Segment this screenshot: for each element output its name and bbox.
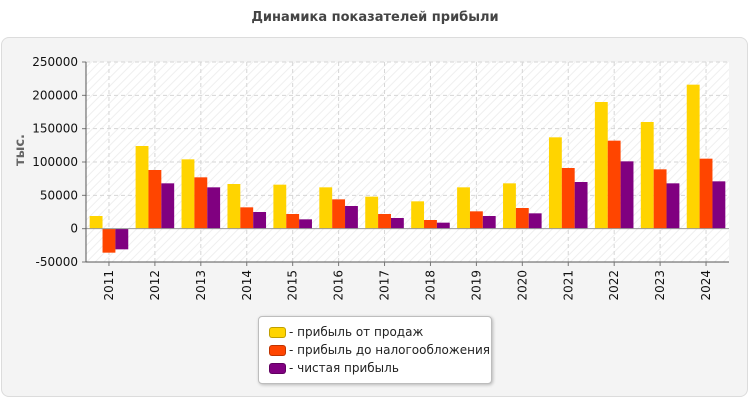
y-tick-label: 0 — [70, 222, 78, 236]
bar — [620, 161, 634, 229]
x-tick-label: 2020 — [515, 270, 529, 301]
bar — [528, 213, 542, 229]
legend-item: - чистая прибыль — [269, 360, 399, 376]
legend-label: - прибыль от продаж — [289, 325, 424, 339]
bar — [148, 170, 162, 229]
x-tick-label: 2012 — [148, 270, 162, 301]
bar — [102, 228, 116, 253]
bar — [411, 201, 425, 229]
bar — [253, 212, 267, 229]
bar — [436, 222, 450, 229]
x-tick-label: 2014 — [240, 270, 254, 301]
bar — [548, 137, 562, 229]
y-tick-label: 250000 — [32, 55, 78, 69]
bar — [299, 219, 312, 229]
y-tick-label: -50000 — [35, 255, 78, 269]
y-tick-label: 100000 — [32, 155, 78, 169]
bar — [574, 182, 588, 229]
bar — [161, 183, 175, 229]
bar — [378, 214, 391, 229]
bar — [365, 196, 379, 229]
bar — [194, 177, 208, 229]
x-tick-label: 2024 — [699, 270, 713, 301]
x-tick-label: 2019 — [469, 270, 483, 301]
bar — [594, 102, 608, 229]
bar — [115, 228, 129, 250]
y-axis-label: тыс. — [13, 134, 28, 166]
bar — [503, 183, 516, 229]
bar — [666, 183, 680, 229]
bar — [607, 140, 621, 229]
legend-swatch — [269, 344, 286, 356]
bar — [135, 146, 149, 229]
bar — [286, 214, 300, 229]
legend: - прибыль от продаж - прибыль до налогооб… — [258, 316, 492, 384]
chart-title: Динамика показателей прибыли — [251, 10, 499, 25]
bar — [686, 84, 700, 229]
x-tick-label: 2013 — [194, 270, 208, 301]
y-tick-label: 150000 — [32, 122, 78, 136]
bar — [699, 158, 713, 229]
bar — [653, 169, 667, 229]
bar — [319, 187, 333, 229]
x-tick-label: 2015 — [286, 270, 300, 301]
y-tick-label: 200000 — [32, 88, 78, 102]
legend-swatch — [269, 326, 286, 338]
bar — [273, 184, 287, 229]
legend-label: - чистая прибыль — [289, 361, 399, 375]
bar — [227, 184, 241, 229]
bar — [457, 187, 470, 229]
legend-item: - прибыль до налогообложения — [269, 342, 490, 358]
x-tick-label: 2016 — [332, 270, 346, 301]
bar — [482, 216, 496, 229]
bar — [640, 122, 654, 229]
bar — [240, 207, 254, 229]
bar — [345, 206, 358, 229]
x-tick-label: 2023 — [653, 270, 667, 301]
x-tick-label: 2021 — [561, 270, 575, 301]
bar — [207, 187, 221, 229]
bar — [332, 199, 346, 229]
bar — [515, 208, 529, 229]
x-tick-label: 2011 — [102, 270, 116, 301]
x-tick-label: 2017 — [378, 270, 392, 301]
bar — [89, 216, 103, 229]
x-tick-label: 2022 — [607, 270, 621, 301]
x-tick-label: 2018 — [423, 270, 437, 301]
legend-swatch — [269, 362, 286, 374]
legend-label: - прибыль до налогообложения — [289, 343, 490, 357]
legend-item: - прибыль от продаж — [269, 324, 423, 340]
bar — [424, 220, 437, 229]
bar — [561, 168, 575, 229]
bar — [390, 218, 404, 229]
bar — [712, 181, 726, 229]
bar — [181, 159, 195, 229]
bar — [469, 211, 483, 229]
y-tick-label: 50000 — [40, 188, 78, 202]
